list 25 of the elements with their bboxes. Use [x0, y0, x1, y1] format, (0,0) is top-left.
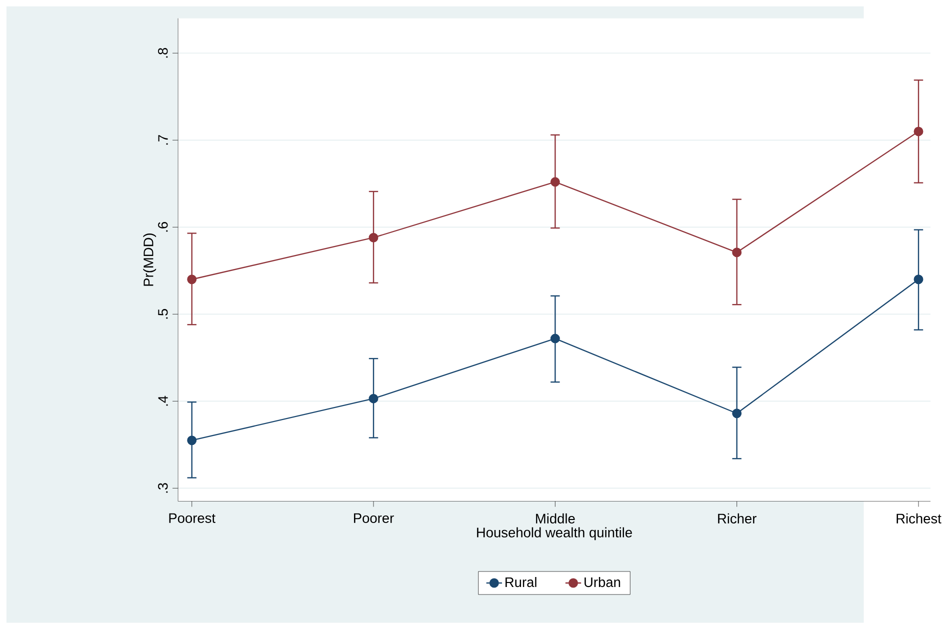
point: [368, 232, 378, 242]
point: [914, 126, 924, 136]
point: [732, 408, 742, 418]
y-tick-label: .6: [158, 222, 168, 232]
legend-label: Rural: [506, 576, 536, 587]
x-axis-title: Household wealth quintile: [477, 527, 632, 540]
point: [187, 274, 197, 284]
x-tick-label: Richer: [718, 513, 756, 524]
x-tick-label: Poorer: [354, 513, 394, 523]
y-tick-label: .8: [158, 48, 168, 58]
x-tick-label: Richest: [896, 513, 942, 524]
point: [550, 177, 560, 187]
legend-label: Urban: [584, 576, 620, 587]
point: [368, 394, 378, 404]
x-tick-label: Poorest: [169, 513, 216, 523]
y-tick-label: .7: [158, 135, 168, 145]
y-tick-label: .3: [158, 483, 168, 493]
x-tick-label: Middle: [536, 513, 575, 524]
point: [732, 248, 742, 258]
point: [550, 334, 560, 344]
y-tick-label: .4: [158, 396, 168, 406]
point: [914, 274, 924, 284]
y-tick-label: .5: [158, 308, 168, 319]
point: [187, 436, 197, 446]
y-axis-title: Pr(MDD): [143, 233, 156, 286]
